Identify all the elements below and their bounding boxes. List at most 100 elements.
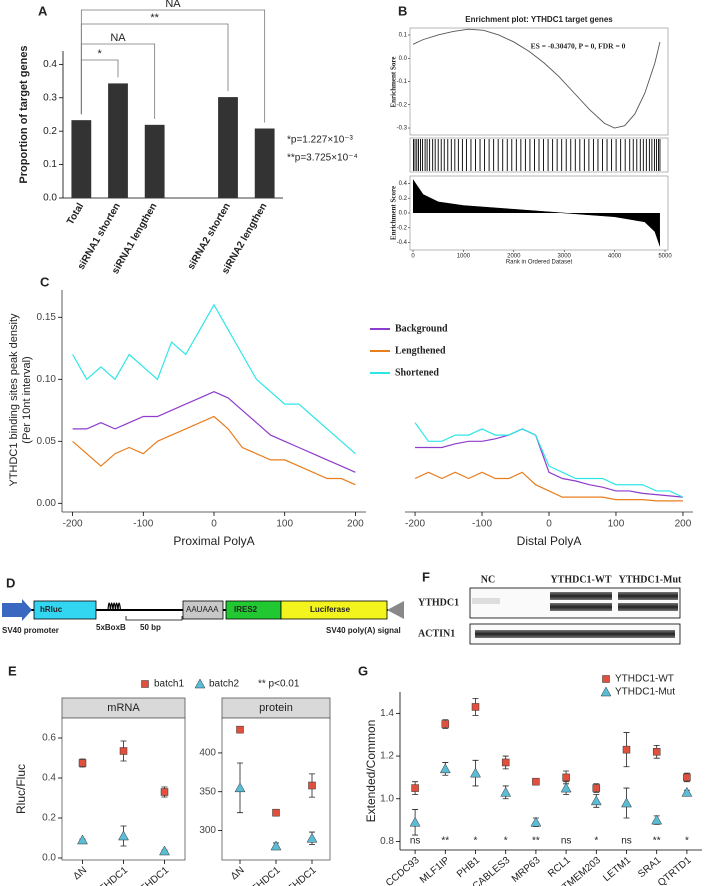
y-tick-label: 350 xyxy=(199,786,216,797)
y-tick-label: 0.1 xyxy=(399,33,408,39)
y-tick-label: 0.4 xyxy=(42,773,56,784)
y-tick-label: 1.4 xyxy=(380,708,394,719)
significance-label: ** xyxy=(653,836,661,847)
point xyxy=(651,814,663,825)
boxb-loops xyxy=(107,602,122,611)
panel-label: E xyxy=(8,663,17,678)
spacer-bracket xyxy=(125,616,183,621)
bar xyxy=(144,124,165,198)
series-line xyxy=(414,471,683,502)
point xyxy=(439,763,451,774)
x-tick-label: 5000 xyxy=(658,254,672,260)
chart-title: Enrichment plot: YTHDC1 target genes xyxy=(465,15,613,24)
p-value-note: *p=1.227×10⁻³ xyxy=(287,135,354,146)
y2-tick-label: 0.2 xyxy=(399,196,408,202)
x-tick-label: 4000 xyxy=(608,254,622,260)
series-line xyxy=(414,422,684,498)
point xyxy=(308,781,316,790)
motif-label: AAUAAA xyxy=(186,605,219,614)
significance-label: ** xyxy=(441,836,449,847)
y2-axis-title: Enrichment Score xyxy=(390,186,398,240)
x-tick-label: 200 xyxy=(675,519,692,530)
y-axis-title: Rluc/Fluc xyxy=(14,764,28,814)
legend-symbol xyxy=(141,680,149,688)
es-curve xyxy=(412,28,661,129)
y2-tick-label: -0.2 xyxy=(397,225,408,231)
y-tick-label: 0.05 xyxy=(37,436,57,447)
bracket-label: * xyxy=(98,48,103,60)
point xyxy=(272,808,280,817)
x-tick-label: -100 xyxy=(472,519,492,530)
bracket-label: ** xyxy=(150,12,159,24)
point xyxy=(500,786,512,797)
spacer-label: 50 bp xyxy=(140,623,161,632)
point xyxy=(470,767,481,778)
y-axis-title: YTHDC1 binding sites peak density xyxy=(8,313,20,487)
y-axis-title: Enrichment Sore xyxy=(390,56,398,107)
x-axis-title: Distal PolyA xyxy=(517,534,582,548)
series-line xyxy=(72,391,356,473)
point xyxy=(560,782,572,793)
plot-frame xyxy=(409,137,669,173)
point xyxy=(118,830,129,841)
band xyxy=(618,603,678,611)
x-tick-label: -200 xyxy=(63,519,83,530)
significance-label: ns xyxy=(561,836,572,847)
significance-label: * xyxy=(474,836,478,847)
legend-label: YTHDC1-Mut xyxy=(615,687,675,698)
y-axis-title: Extended/Common xyxy=(364,720,378,823)
point xyxy=(562,773,570,782)
ires-label: IRES2 xyxy=(234,605,258,614)
x-tick-label: 3000 xyxy=(558,254,572,260)
y-tick-label: 0.2 xyxy=(43,126,57,137)
x-tick-label: 0 xyxy=(546,519,552,530)
point xyxy=(592,784,601,792)
motif-box xyxy=(182,600,224,620)
construct-diagram: D hRluc 5xBoxB 50 bp AAUAAA IRES2 Lucife… xyxy=(2,575,404,635)
point xyxy=(501,758,510,767)
x-tick-label: -100 xyxy=(133,519,153,530)
y-tick-label: 0.0 xyxy=(42,853,56,864)
y-tick-label: 300 xyxy=(199,825,216,836)
es-annotation: ES = -0.30470, P = 0, FDR = 0 xyxy=(531,42,626,51)
legend-symbol xyxy=(602,675,610,683)
point xyxy=(590,795,602,806)
p-value-note: **p=3.725×10⁻⁴ xyxy=(287,153,358,164)
x-axis-title: Rank in Ordered Dataset xyxy=(506,260,573,266)
point xyxy=(306,832,318,843)
panel-label: F xyxy=(422,569,430,584)
y-tick-label: 0.1 xyxy=(43,159,57,170)
significance-label: * xyxy=(685,836,689,847)
legend-label: Shortened xyxy=(395,367,439,378)
boxb-label: 5xBoxB xyxy=(96,623,126,632)
y-tick-label: 0.2 xyxy=(42,813,56,824)
column-label: YTHDC1-WT xyxy=(550,574,611,585)
facet-title: mRNA xyxy=(107,702,140,714)
terminator-triangle xyxy=(387,601,404,619)
legend-symbol xyxy=(600,686,612,697)
promoter-arrow xyxy=(2,599,32,621)
rluc-label: hRluc xyxy=(40,605,63,614)
x-tick-label: 0 xyxy=(211,519,217,530)
series-line xyxy=(415,428,684,498)
band xyxy=(472,598,500,604)
point xyxy=(236,725,244,734)
point xyxy=(471,703,480,711)
y-tick-label: 1.2 xyxy=(380,751,394,762)
point xyxy=(532,777,540,786)
ranked-area-fill xyxy=(413,179,660,247)
significance-label: * xyxy=(504,836,508,847)
point xyxy=(530,816,542,827)
band xyxy=(550,592,612,600)
y-tick-label: 0.8 xyxy=(380,836,394,847)
y-tick-label: 0.3 xyxy=(43,92,57,103)
y-axis-title: Proportion of target genes xyxy=(18,45,30,183)
significance-label: * xyxy=(594,836,598,847)
y-tick-label: 0.4 xyxy=(43,59,57,70)
row-label: ACTIN1 xyxy=(418,628,455,639)
y-tick-label: -0.1 xyxy=(397,79,408,85)
panel-label: G xyxy=(358,663,368,678)
point xyxy=(441,720,450,728)
y-tick-label: 400 xyxy=(199,748,216,759)
panel-label: D xyxy=(6,575,15,590)
